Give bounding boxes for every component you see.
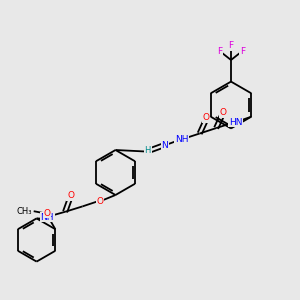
Text: F: F (228, 41, 234, 50)
Text: F: F (240, 46, 245, 56)
Text: N: N (161, 141, 168, 150)
Text: O: O (44, 208, 50, 217)
Text: F: F (217, 46, 222, 56)
Text: H: H (145, 146, 151, 155)
Text: O: O (67, 191, 74, 200)
Text: O: O (203, 113, 210, 122)
Text: CH₃: CH₃ (17, 207, 32, 216)
Text: O: O (96, 196, 103, 206)
Text: NH: NH (175, 135, 188, 144)
Text: NH: NH (40, 213, 54, 222)
Text: O: O (219, 108, 226, 117)
Text: HN: HN (229, 118, 242, 127)
